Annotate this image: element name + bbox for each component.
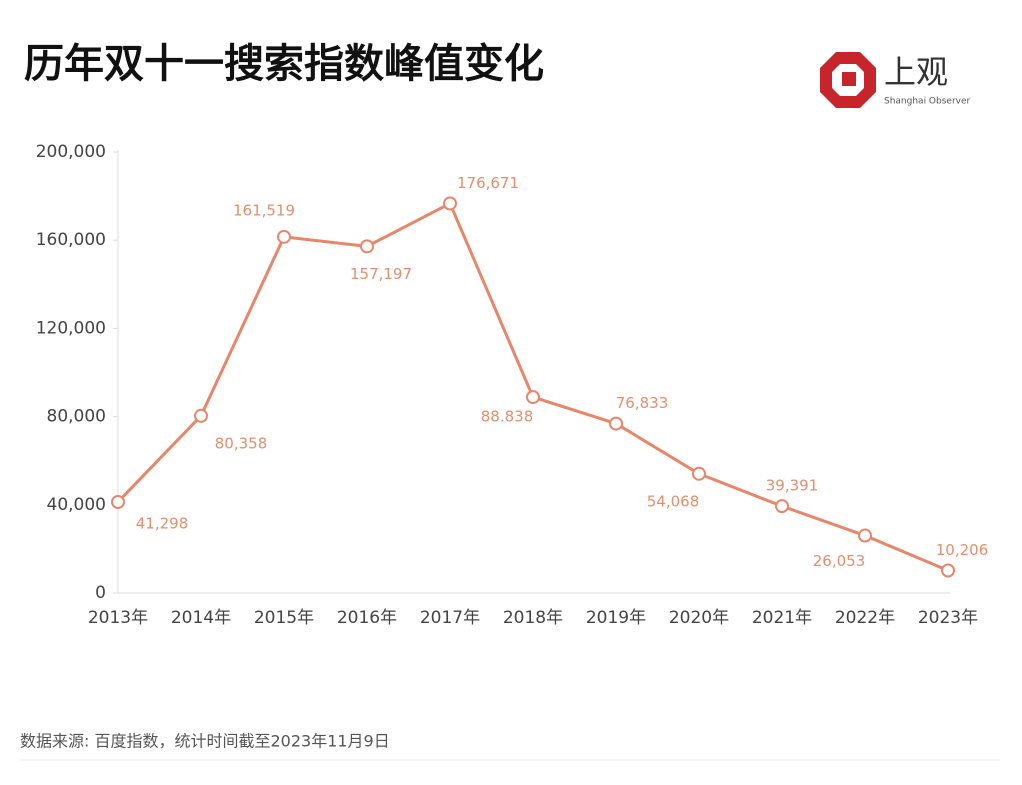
x-tick-label: 2018年: [503, 608, 563, 628]
point: [111, 494, 125, 509]
data-label: 80,358: [215, 434, 268, 452]
data-label: 161,519: [233, 201, 295, 219]
x-tick-label: 2022年: [835, 608, 895, 628]
source-note: 数据来源: 百度指数，统计时间截至2023年11月9日: [20, 732, 390, 751]
y-tick-label: 40,000: [47, 495, 106, 515]
data-label: 41,298: [136, 514, 189, 532]
point: [360, 239, 374, 254]
x-tick-label: 2015年: [254, 608, 314, 628]
y-tick-label: 200,000: [36, 142, 106, 162]
logo-mark-core: [842, 72, 856, 86]
point: [858, 528, 872, 543]
logo-subtitle: Shanghai Observer: [884, 97, 971, 107]
x-tick-label: 2017年: [420, 608, 480, 628]
y-tick-label: 160,000: [36, 230, 106, 250]
data-label: 26,053: [813, 552, 866, 570]
y-tick-label: 80,000: [47, 407, 106, 427]
point: [941, 563, 955, 578]
logo-name: 上观: [884, 53, 948, 91]
y-tick-label: 120,000: [36, 318, 106, 338]
chart-title: 历年双十一搜索指数峰值变化: [24, 41, 544, 87]
data-label: 54,068: [647, 492, 700, 510]
point: [609, 416, 623, 431]
x-tick-label: 2023年: [918, 608, 978, 628]
x-tick-label: 2014年: [171, 608, 231, 628]
data-label: 39,391: [766, 477, 819, 495]
data-label: 88.838: [481, 408, 534, 426]
x-tick-label: 2021年: [752, 608, 812, 628]
x-tick-label: 2019年: [586, 608, 646, 628]
x-tick-label: 2020年: [669, 608, 729, 628]
data-label: 157,197: [350, 265, 412, 283]
data-label: 76,833: [616, 394, 669, 412]
point: [443, 196, 457, 211]
y-tick-label: 0: [95, 583, 106, 603]
x-tick-label: 2016年: [337, 608, 397, 628]
data-label: 10,206: [936, 541, 989, 559]
point: [526, 390, 540, 405]
point: [692, 466, 706, 481]
point: [277, 229, 291, 244]
logo: 上观 Shanghai Observer: [820, 52, 971, 108]
point: [194, 408, 208, 423]
data-label: 176,671: [457, 174, 519, 192]
x-tick-label: 2013年: [88, 608, 148, 628]
point: [775, 499, 789, 514]
